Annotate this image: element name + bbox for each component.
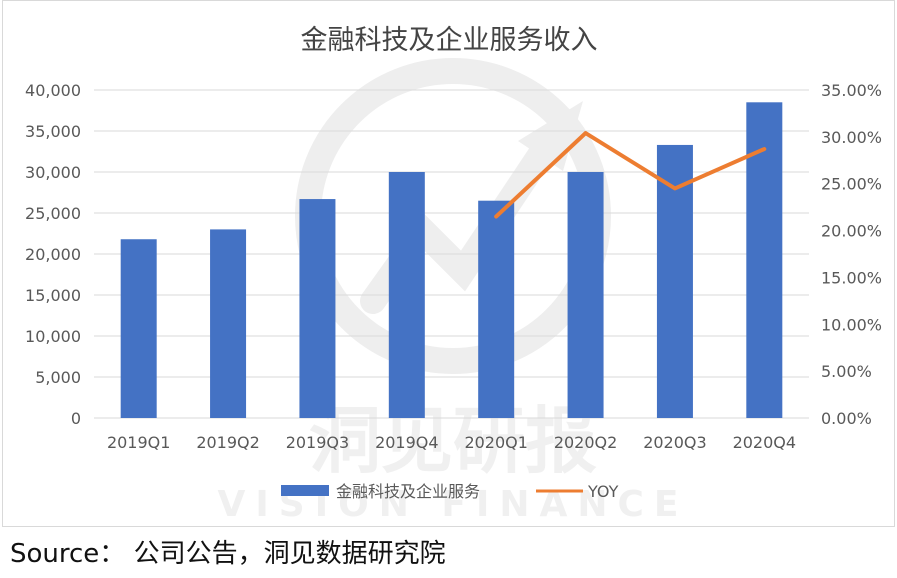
y-right-tick-label: 30.00%: [821, 128, 882, 147]
y-left-tick-label: 10,000: [25, 327, 81, 346]
bar: [567, 172, 604, 418]
y-left-tick-label: 40,000: [25, 81, 81, 100]
bar: [120, 239, 157, 418]
legend-label-line: YOY: [587, 482, 619, 501]
bar-layer: [120, 102, 783, 419]
bar: [478, 200, 515, 418]
bar: [210, 229, 247, 418]
x-tick-label: 2020Q1: [464, 433, 528, 452]
y-right-tick-label: 35.00%: [821, 81, 882, 100]
y-left-tick-label: 25,000: [25, 204, 81, 223]
x-tick-label: 2019Q4: [375, 433, 439, 452]
y-left-tick-label: 15,000: [25, 286, 81, 305]
x-tick-label: 2020Q3: [643, 433, 707, 452]
yoy-line: [494, 131, 767, 219]
bar: [299, 199, 336, 418]
chart-title: 金融科技及企业服务收入: [301, 25, 598, 56]
chart-frame: 洞见研报 VISION FINANCE 金融科技及企业服务收入 0 5,000 10…: [2, 0, 895, 527]
y-right-tick-label: 15.00%: [821, 268, 882, 287]
x-tick-label: 2019Q1: [107, 433, 171, 452]
y-left-tick-label: 20,000: [25, 245, 81, 264]
bar: [656, 144, 693, 418]
y-left-tick-label: 35,000: [25, 122, 81, 141]
watermark-logo: 洞见研报 VISION FINANCE: [218, 58, 678, 525]
y-right-tick-label: 25.00%: [821, 175, 882, 194]
y-right-tick-label: 10.00%: [821, 315, 882, 334]
y-axis-left: 0 5,000 10,000 15,000 20,000 25,000 30,000 35,0…: [25, 81, 81, 428]
x-tick-label: 2019Q2: [196, 433, 260, 452]
x-tick-label: 2019Q3: [286, 433, 350, 452]
source-note: Source： 公司公告，洞见数据研究院: [10, 539, 446, 569]
watermark-cn-text: 洞见研报: [309, 399, 597, 483]
line-layer: [494, 131, 767, 219]
chart-svg: 洞见研报 VISION FINANCE 金融科技及企业服务收入 0 5,000 10…: [25, 25, 882, 525]
x-tick-label: 2020Q2: [554, 433, 618, 452]
y-right-tick-label: 20.00%: [821, 222, 882, 241]
legend-swatch-bar: [281, 485, 329, 496]
y-axis-right: 0.00% 5.00% 10.00% 15.00% 20.00% 25.00% 30.00%…: [821, 81, 882, 428]
y-left-tick-label: 0: [71, 409, 81, 428]
y-right-tick-label: 5.00%: [821, 362, 872, 381]
x-axis: 2019Q1 2019Q2 2019Q3 2019Q4 2020Q1 2020Q2 2020…: [107, 433, 796, 452]
legend-label-bar: 金融科技及企业服务: [336, 482, 480, 501]
y-left-tick-label: 5,000: [35, 368, 81, 387]
y-right-tick-label: 0.00%: [821, 409, 872, 428]
y-left-tick-label: 30,000: [25, 163, 81, 182]
x-tick-label: 2020Q4: [733, 433, 797, 452]
legend: 金融科技及企业服务 YOY: [281, 482, 619, 501]
bar: [388, 172, 425, 418]
